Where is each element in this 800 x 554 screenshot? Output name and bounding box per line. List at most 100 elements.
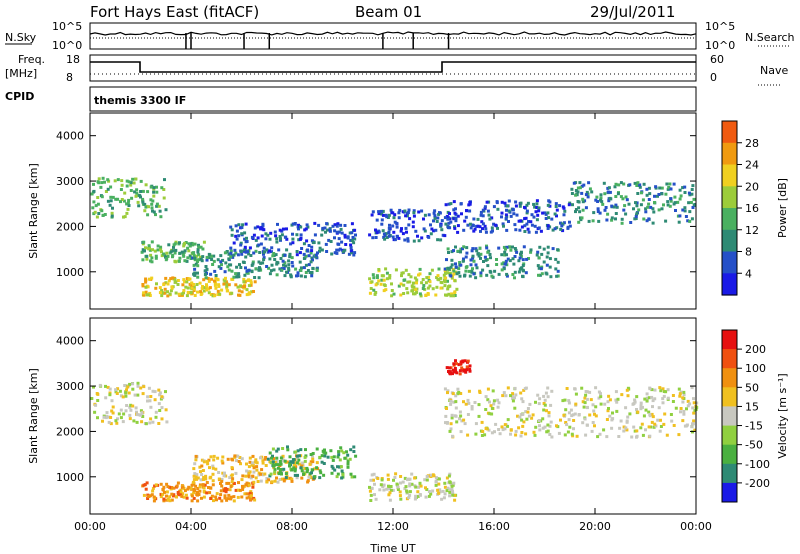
range-cell [229, 263, 233, 267]
range-cell [630, 435, 634, 439]
range-cell [497, 428, 501, 431]
range-cell [140, 250, 144, 254]
range-cell [451, 490, 454, 494]
range-cell [214, 274, 218, 277]
range-cell [283, 477, 287, 481]
range-cell [245, 481, 249, 485]
range-cell [320, 248, 324, 252]
range-cell [619, 195, 623, 199]
range-cell [263, 457, 267, 461]
range-cell [462, 245, 466, 249]
freq-tick-top: 18 [66, 53, 80, 66]
range-cell [161, 487, 165, 491]
range-cell [443, 267, 447, 271]
range-cell [203, 286, 207, 290]
range-cell [296, 473, 299, 477]
range-cell [390, 294, 394, 298]
range-cell [114, 197, 118, 201]
range-cell [168, 495, 172, 499]
range-cell [269, 231, 273, 235]
range-cell [401, 232, 405, 236]
range-cell [307, 263, 311, 267]
range-cell [490, 406, 494, 410]
range-cell [191, 480, 195, 484]
range-cell [455, 272, 459, 276]
range-cell [458, 417, 461, 421]
range-cell [200, 291, 204, 295]
range-cell [374, 497, 378, 501]
range-cell [131, 382, 135, 386]
range-cell [495, 201, 499, 205]
range-cell [587, 181, 591, 185]
range-cell [291, 232, 294, 236]
range-cell [688, 193, 692, 197]
range-cell [494, 223, 498, 227]
range-cell [686, 219, 690, 223]
range-cell [276, 447, 280, 451]
range-cell [548, 265, 552, 269]
range-cell [480, 220, 484, 224]
range-cell [205, 481, 209, 484]
range-cell [206, 277, 210, 280]
range-cell [475, 266, 479, 270]
range-cell [606, 212, 610, 216]
range-cell [221, 471, 225, 475]
range-cell [406, 239, 410, 243]
range-cell [462, 400, 465, 404]
range-cell [317, 241, 321, 245]
range-cell [401, 271, 405, 275]
range-cell [227, 257, 231, 261]
range-cell [216, 258, 220, 262]
range-cell [505, 253, 508, 257]
range-cell [444, 203, 448, 207]
range-cell [635, 213, 638, 217]
range-cell [535, 206, 539, 209]
range-cell [313, 467, 317, 471]
range-cell [408, 482, 412, 486]
range-cell [533, 205, 537, 209]
range-cell [282, 227, 285, 231]
range-cell [332, 455, 336, 459]
range-cell [660, 207, 664, 211]
range-cell [181, 253, 185, 257]
range-cell [522, 262, 526, 266]
range-cell [111, 411, 115, 415]
range-cell [199, 290, 203, 294]
range-cell [676, 200, 680, 204]
range-cell [129, 181, 133, 185]
range-cell [214, 286, 218, 290]
range-cell [92, 200, 96, 204]
range-cell [656, 194, 659, 198]
range-cell [551, 228, 555, 232]
range-cell [225, 250, 229, 254]
range-cell [280, 267, 284, 271]
range-cell [453, 290, 457, 294]
range-cell [313, 475, 317, 479]
range-cell [143, 209, 147, 213]
range-cell [243, 231, 247, 235]
range-cell [142, 249, 146, 253]
range-cell [448, 480, 452, 484]
range-cell [682, 390, 686, 394]
range-cell [408, 280, 412, 284]
range-cell [235, 265, 239, 269]
range-cell [131, 387, 135, 391]
range-cell [434, 480, 438, 484]
range-cell [640, 191, 643, 195]
range-cell [211, 479, 215, 483]
range-cell [449, 274, 453, 278]
range-cell [244, 266, 247, 270]
range-cell [93, 210, 97, 214]
range-cell [232, 482, 236, 485]
range-cell [291, 237, 295, 241]
range-cell [242, 277, 246, 281]
range-cell [393, 238, 397, 242]
range-cell [690, 217, 694, 221]
range-cell [645, 392, 649, 396]
range-cell [547, 411, 551, 415]
velocity-x-ticks: 00:00 04:00 08:00 12:00 16:00 20:00 00:00 [74, 318, 712, 533]
range-cell [219, 266, 223, 270]
range-cell [102, 415, 106, 419]
range-cell [259, 268, 263, 272]
range-cell [452, 400, 456, 404]
